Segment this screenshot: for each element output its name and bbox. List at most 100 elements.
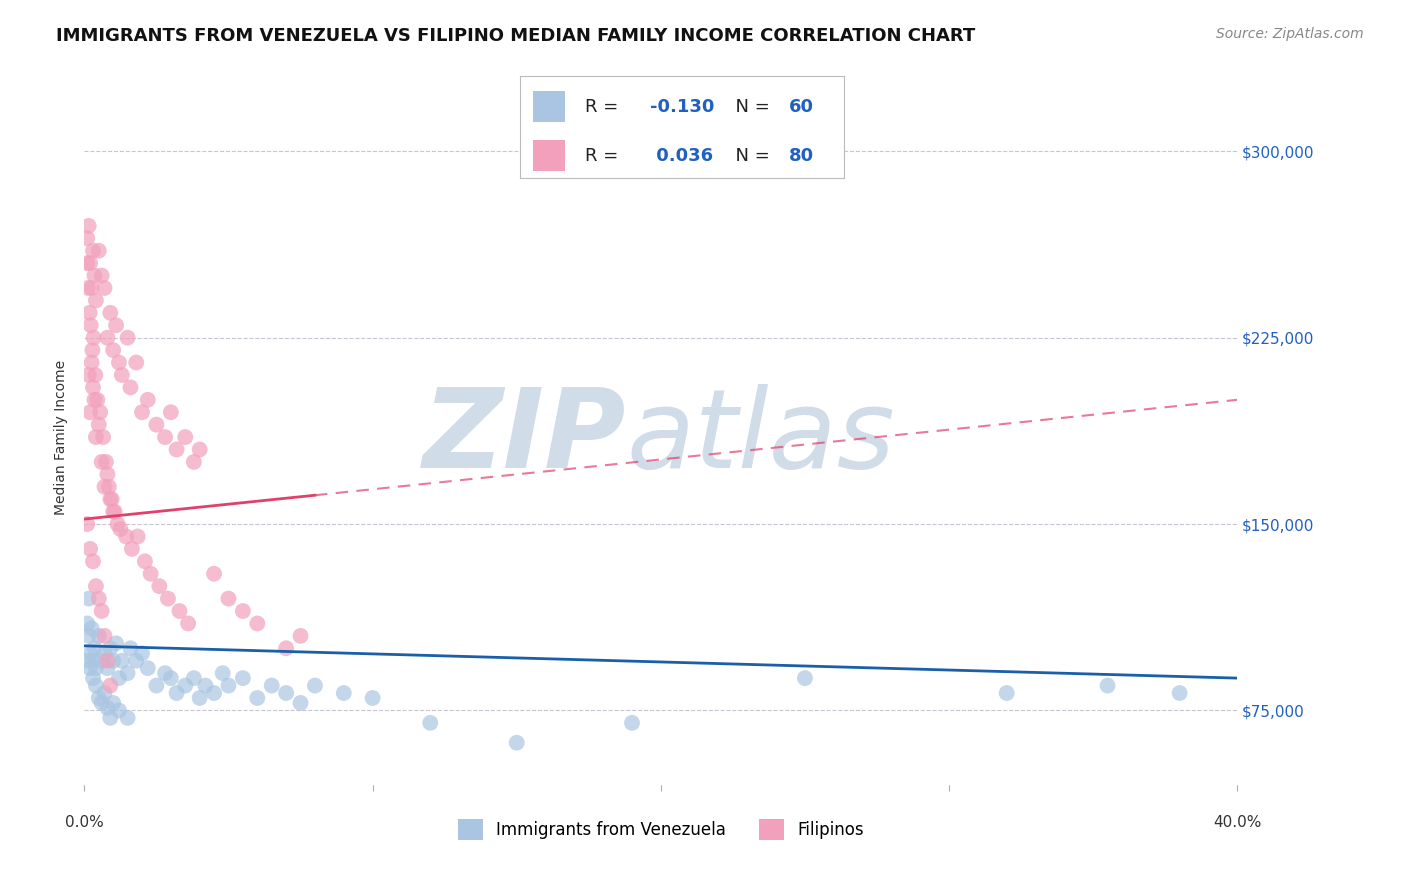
Point bbox=[76, 616, 98, 631]
Point bbox=[93, 686, 115, 700]
Point bbox=[105, 636, 128, 650]
Point bbox=[87, 417, 110, 432]
Point bbox=[136, 661, 159, 675]
Point bbox=[87, 591, 110, 606]
Point bbox=[177, 616, 200, 631]
Point bbox=[96, 661, 118, 675]
Point bbox=[506, 736, 529, 750]
Point bbox=[145, 679, 167, 693]
Point bbox=[125, 355, 148, 369]
Point bbox=[131, 405, 153, 419]
Point bbox=[194, 679, 217, 693]
Point bbox=[79, 405, 101, 419]
Text: Source: ZipAtlas.com: Source: ZipAtlas.com bbox=[1216, 27, 1364, 41]
Point bbox=[82, 380, 104, 394]
Point bbox=[77, 219, 100, 233]
Point bbox=[98, 641, 121, 656]
Point bbox=[131, 646, 153, 660]
Point bbox=[148, 579, 170, 593]
Point bbox=[84, 579, 107, 593]
Point bbox=[117, 666, 139, 681]
Point bbox=[90, 654, 112, 668]
Point bbox=[82, 343, 104, 357]
Y-axis label: Median Family Income: Median Family Income bbox=[55, 359, 69, 515]
Point bbox=[76, 231, 98, 245]
Point bbox=[90, 268, 112, 283]
Point bbox=[121, 541, 143, 556]
Point bbox=[79, 646, 101, 660]
Point bbox=[82, 654, 104, 668]
Point bbox=[995, 686, 1018, 700]
Point bbox=[87, 629, 110, 643]
Point bbox=[174, 679, 197, 693]
FancyBboxPatch shape bbox=[533, 91, 565, 122]
Point bbox=[93, 281, 115, 295]
Point bbox=[125, 654, 148, 668]
Text: -0.130: -0.130 bbox=[650, 97, 714, 116]
Point bbox=[96, 654, 118, 668]
Point bbox=[90, 604, 112, 618]
Point bbox=[361, 690, 384, 705]
Point bbox=[139, 566, 162, 581]
Point bbox=[108, 671, 131, 685]
Text: R =: R = bbox=[585, 97, 624, 116]
Point bbox=[169, 604, 191, 618]
Point bbox=[98, 711, 121, 725]
Point bbox=[93, 646, 115, 660]
Point bbox=[333, 686, 356, 700]
Point bbox=[145, 417, 167, 432]
Point bbox=[117, 331, 139, 345]
Point bbox=[83, 331, 105, 345]
Point bbox=[136, 392, 159, 407]
Point bbox=[76, 654, 98, 668]
Legend: Immigrants from Venezuela, Filipinos: Immigrants from Venezuela, Filipinos bbox=[451, 813, 870, 847]
Point bbox=[76, 281, 98, 295]
Point bbox=[276, 686, 298, 700]
Point bbox=[90, 455, 112, 469]
Point bbox=[90, 696, 112, 710]
Point bbox=[80, 355, 103, 369]
Point bbox=[166, 442, 188, 457]
Point bbox=[96, 331, 118, 345]
Point bbox=[188, 442, 211, 457]
Point bbox=[108, 703, 131, 717]
Text: N =: N = bbox=[724, 147, 776, 165]
Point bbox=[89, 405, 111, 419]
Point bbox=[120, 380, 142, 394]
Point bbox=[246, 690, 269, 705]
Text: R =: R = bbox=[585, 147, 624, 165]
Point bbox=[107, 516, 129, 531]
Point bbox=[94, 455, 117, 469]
Text: ZIP: ZIP bbox=[423, 384, 626, 491]
Point bbox=[117, 711, 139, 725]
Point bbox=[87, 244, 110, 258]
Point bbox=[188, 690, 211, 705]
Point bbox=[83, 268, 105, 283]
Point bbox=[304, 679, 326, 693]
Point bbox=[79, 256, 101, 270]
Point bbox=[84, 293, 107, 308]
Point bbox=[160, 405, 183, 419]
Point bbox=[79, 661, 101, 675]
Point bbox=[79, 306, 101, 320]
Point bbox=[77, 368, 100, 382]
Point bbox=[98, 679, 121, 693]
Point bbox=[80, 621, 103, 635]
Point bbox=[80, 318, 103, 333]
Point bbox=[794, 671, 817, 685]
Point bbox=[127, 529, 149, 543]
Point bbox=[111, 368, 134, 382]
Point bbox=[153, 430, 176, 444]
Point bbox=[91, 430, 114, 444]
Point bbox=[211, 666, 233, 681]
Point bbox=[103, 654, 124, 668]
Point bbox=[93, 480, 115, 494]
Point bbox=[97, 480, 120, 494]
Point bbox=[419, 715, 441, 730]
Text: 0.0%: 0.0% bbox=[65, 814, 104, 830]
Point bbox=[84, 430, 107, 444]
Point bbox=[276, 641, 298, 656]
Point bbox=[232, 604, 254, 618]
Point bbox=[218, 591, 240, 606]
Text: 0.036: 0.036 bbox=[650, 147, 713, 165]
